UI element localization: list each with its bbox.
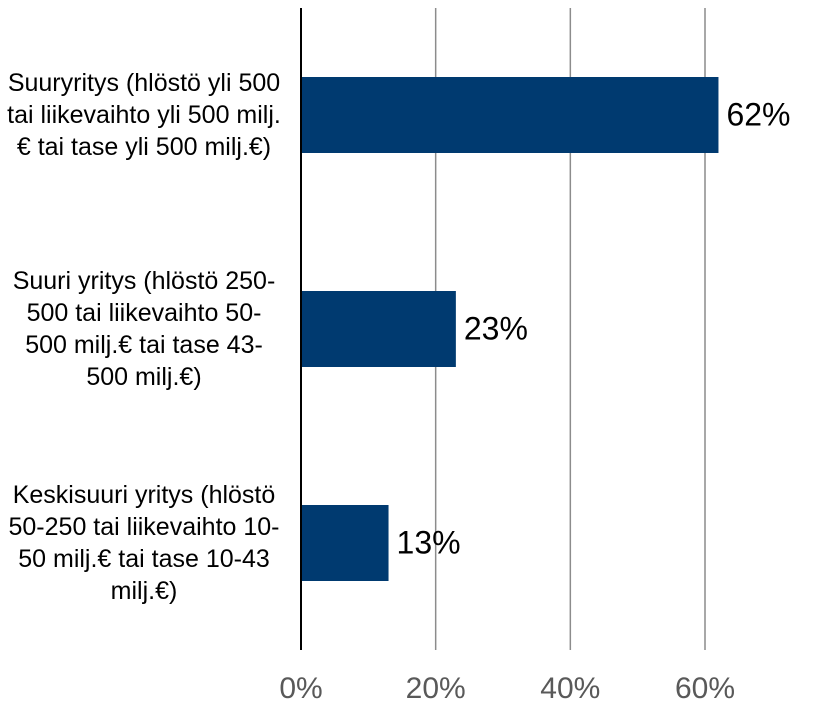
x-tick-label: 20% bbox=[406, 672, 466, 704]
value-label: 62% bbox=[726, 96, 790, 132]
bar bbox=[301, 291, 456, 367]
x-tick-label: 0% bbox=[279, 672, 322, 704]
category-label: Keskisuuri yritys (hlöstö 50-250 tai lii… bbox=[8, 481, 280, 605]
bar bbox=[301, 505, 389, 581]
bar bbox=[301, 77, 719, 153]
x-tick-label: 60% bbox=[675, 672, 735, 704]
value-label: 23% bbox=[464, 310, 528, 346]
category-label: Suuryritys (hlöstö yli 500 tai liikevaih… bbox=[7, 69, 281, 161]
category-label: Suuri yritys (hlöstö 250-500 tai liikeva… bbox=[12, 267, 276, 391]
value-label: 13% bbox=[397, 524, 461, 560]
x-tick-label: 40% bbox=[540, 672, 600, 704]
